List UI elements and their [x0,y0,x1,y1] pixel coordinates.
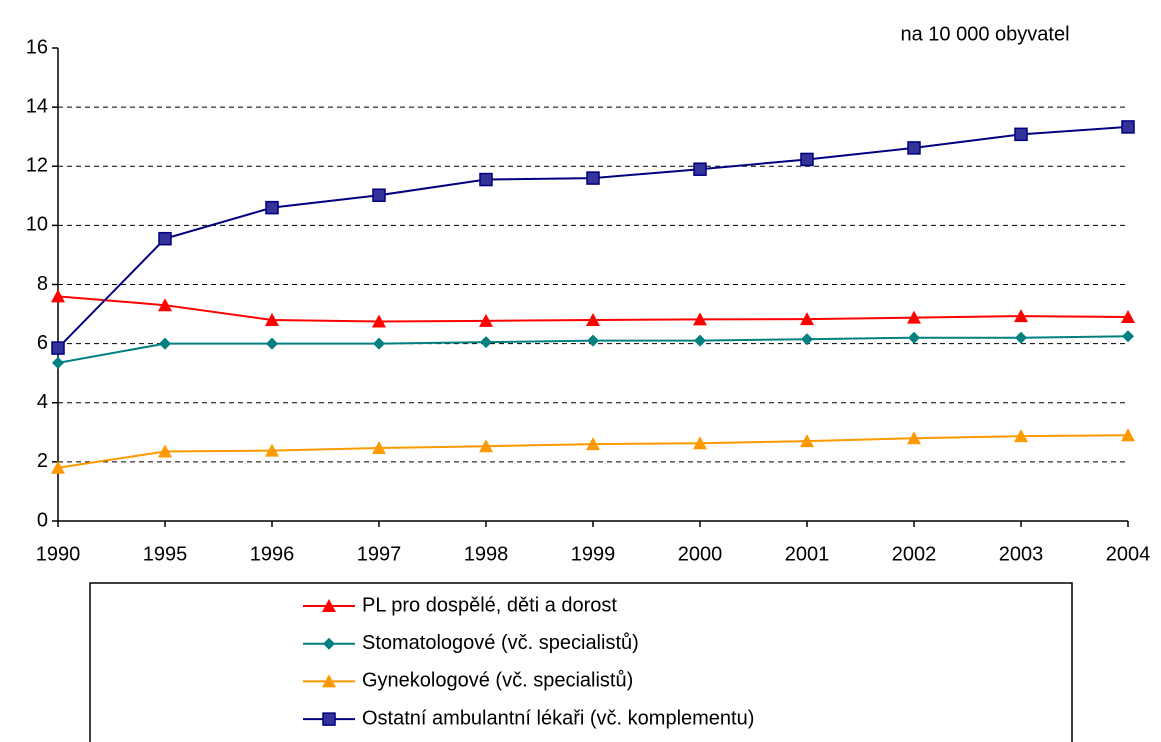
marker [52,356,64,369]
marker [1014,429,1028,443]
y-tick-label: 4 [37,391,48,413]
marker [51,341,65,355]
marker [479,439,493,453]
marker [1122,330,1134,343]
marker [1014,127,1028,142]
y-tick-label: 8 [37,273,48,295]
marker [158,231,172,246]
marker [372,440,386,454]
marker [372,188,386,202]
y-tick-label: 16 [26,36,48,58]
y-tick-label: 2 [37,450,48,472]
marker [586,171,600,185]
marker [907,310,921,324]
marker [907,141,921,155]
marker [480,336,492,349]
marker [587,334,599,347]
x-tick-label: 2004 [1106,543,1151,565]
marker [800,312,814,326]
marker [907,431,921,445]
marker [694,334,706,347]
x-tick-label: 1998 [464,543,509,565]
y-tick-label: 10 [26,214,48,236]
marker [1121,428,1135,442]
x-tick-label: 1995 [143,543,188,565]
marker [693,162,707,176]
x-tick-label: 1997 [357,543,402,565]
marker [801,333,813,346]
marker [1121,120,1135,134]
legend-label: PL pro dospělé, děti a dorost [362,594,617,616]
legend-label: Ostatní ambulantní lékaři (vč. komplemen… [362,707,754,729]
marker [1121,310,1135,324]
marker [373,337,385,350]
legend-box [89,582,1073,742]
marker [908,331,920,344]
x-tick-label: 2003 [999,543,1044,565]
marker [158,444,172,458]
marker [1015,331,1027,344]
marker [800,434,814,448]
marker [265,443,279,457]
marker [265,200,279,215]
marker [266,337,278,350]
y-tick-label: 6 [37,332,48,354]
marker [372,314,386,328]
x-tick-label: 2002 [892,543,937,565]
y-tick-label: 14 [26,95,48,117]
y-tick-label: 12 [26,155,48,177]
marker [800,152,814,167]
marker [322,674,336,688]
x-tick-label: 1999 [571,543,616,565]
marker [322,599,336,612]
x-tick-label: 2001 [785,543,830,565]
x-tick-label: 1990 [36,543,81,565]
x-tick-label: 2000 [678,543,723,565]
legend-label: Stomatologové (vč. specialistů) [362,632,639,654]
marker [322,712,336,726]
marker [479,313,493,327]
annotation: na 10 000 obyvatel [900,23,1069,45]
marker [693,312,707,326]
marker [159,337,171,350]
marker [479,172,493,187]
y-tick-label: 0 [37,509,48,531]
marker [693,436,707,450]
marker [1014,309,1028,323]
marker [586,437,600,451]
marker [51,460,65,474]
marker [51,289,65,303]
x-tick-label: 1996 [250,543,295,565]
marker [158,298,172,312]
marker [323,637,335,650]
legend-label: Gynekologové (vč. specialistů) [362,670,633,692]
marker [586,312,600,326]
marker [265,312,279,326]
